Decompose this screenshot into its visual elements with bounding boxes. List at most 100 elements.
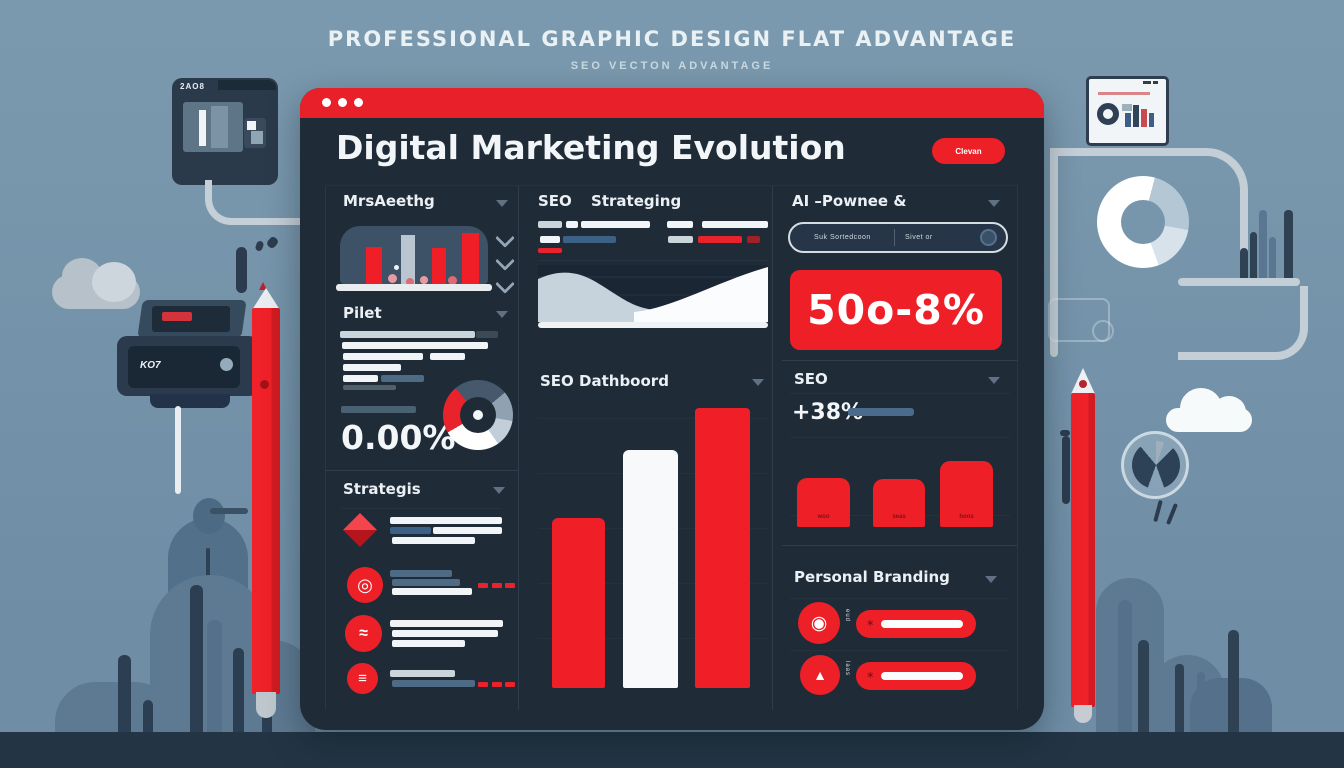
- speck-icon-2: [265, 235, 280, 250]
- pencil-right-body: [1071, 393, 1095, 707]
- skyline-bar: [118, 655, 131, 732]
- donut-center-dot: [473, 410, 483, 420]
- mini-donut-icon: [1097, 103, 1119, 125]
- skeleton-bar: [392, 640, 465, 647]
- strategy-item[interactable]: [388, 514, 513, 548]
- pencil-left-graphite: [259, 282, 267, 290]
- chevron-down-icon[interactable]: [985, 576, 997, 583]
- marketing-bar-red: [366, 247, 382, 284]
- mini-monitor-dash2: [1153, 81, 1158, 84]
- chevron-small-icon[interactable]: [495, 251, 515, 271]
- magnifier-handle: [1153, 499, 1163, 523]
- skeleton-bar: [342, 342, 488, 349]
- chevron-small-icon[interactable]: [495, 228, 515, 248]
- skeleton-bar: [433, 527, 502, 534]
- skeleton-bar: [390, 670, 455, 677]
- strategy-item[interactable]: [388, 616, 518, 650]
- branding-pill-button[interactable]: ∗: [856, 662, 976, 690]
- skeleton-bar: [476, 331, 498, 338]
- pencil-left-eraser: [256, 692, 276, 718]
- chevron-down-icon[interactable]: [493, 487, 505, 494]
- panel-header-seo-dashboard[interactable]: SEO Dathboord: [540, 372, 669, 390]
- panel-header-strategis[interactable]: Strategis: [343, 480, 421, 498]
- poster-title: PROFESSIONAL GRAPHIC DESIGN FLAT ADVANTA…: [327, 27, 1017, 51]
- skeleton-bar: [392, 588, 472, 595]
- marketing-chart-baseline: [336, 284, 492, 291]
- promo-stat-card: 50o-8%: [790, 270, 1002, 350]
- skeleton-bar: [540, 236, 560, 243]
- panel-header-pilet[interactable]: Pilet: [343, 304, 382, 322]
- mini-monitor-redline: [1098, 92, 1150, 95]
- skeleton-bar: [343, 353, 423, 360]
- mini-bar-dark: [1133, 105, 1139, 127]
- panel-header-marketing[interactable]: MrsAeethg: [343, 192, 435, 210]
- red-dash: [492, 583, 502, 588]
- strategy-item[interactable]: [388, 666, 518, 690]
- search-input[interactable]: Suk Sortedcoon Sivet or: [788, 222, 1008, 253]
- skeleton-bar: [566, 221, 578, 228]
- chevron-small-icon[interactable]: [495, 274, 515, 294]
- search-button-icon[interactable]: [980, 229, 997, 246]
- panel-header-seo[interactable]: SEO: [794, 370, 828, 388]
- skeleton-bar: [340, 331, 475, 338]
- skeleton-bar: [341, 406, 416, 413]
- seo-dashboard-bar-1: [552, 518, 605, 688]
- skyline-bar: [143, 700, 153, 732]
- panel-header-ai-powered[interactable]: AI –Pownee &: [792, 192, 907, 210]
- pill-glyph-icon: ∗: [866, 670, 875, 681]
- mini-browser-side-block: [247, 121, 256, 130]
- chevron-down-icon[interactable]: [496, 200, 508, 207]
- window-dot-icon[interactable]: [322, 98, 331, 107]
- red-dash: [505, 682, 515, 687]
- window-dot-icon[interactable]: [354, 98, 363, 107]
- mini-browser-column: [211, 106, 228, 148]
- branding-pill-button[interactable]: ∗: [856, 610, 976, 638]
- skeleton-bar: [390, 570, 452, 577]
- bar-label: woo: [817, 514, 830, 520]
- skyline-bar: [233, 648, 244, 732]
- chevron-down-icon[interactable]: [988, 377, 1000, 384]
- panel-header-seo-strateging[interactable]: SEO Strateging: [538, 192, 681, 210]
- red-dash: [492, 682, 502, 687]
- section-divider: [538, 260, 768, 261]
- frame-right-line: [1017, 185, 1018, 710]
- skeleton-bar: [392, 537, 475, 544]
- red-dash: [478, 583, 488, 588]
- strategy-diamond-icon: [343, 513, 377, 547]
- pipe-bottom-corner: [1178, 286, 1308, 360]
- skeleton-bar: [343, 375, 378, 382]
- pencil-clip-hook: [1060, 430, 1070, 436]
- cloud-right-lump2: [1212, 396, 1246, 428]
- skeleton-bar: [392, 579, 460, 586]
- strategy-item[interactable]: [388, 566, 518, 600]
- chevron-down-icon[interactable]: [496, 311, 508, 318]
- marketing-bar-red2: [432, 248, 446, 284]
- skyline-bar: [1175, 664, 1184, 732]
- bar-label: seas: [892, 514, 906, 520]
- pill-glyph-icon: ∗: [866, 618, 875, 629]
- skeleton-bar: [702, 221, 768, 228]
- mini-bar-red: [1141, 109, 1147, 127]
- mini-browser-tag: 2AO8: [180, 82, 205, 91]
- panel-header-personal-branding[interactable]: Personal Branding: [794, 568, 950, 586]
- seo-label: SEO: [538, 192, 572, 210]
- window-titlebar[interactable]: [300, 88, 1044, 118]
- window-dot-icon[interactable]: [338, 98, 347, 107]
- floor-strip: [0, 732, 1344, 768]
- skeleton-bar: [392, 680, 475, 687]
- window-action-button[interactable]: Clevan: [932, 138, 1005, 164]
- chevron-down-icon[interactable]: [988, 200, 1000, 207]
- pilet-big-value: 0.00%: [341, 418, 456, 457]
- skeleton-bar: [698, 236, 742, 243]
- scatter-dot-white: [394, 265, 399, 270]
- mini-monitor-dash: [1143, 81, 1151, 84]
- faint-projector-icon: [1048, 298, 1110, 342]
- mini-browser-bar: [199, 110, 206, 146]
- red-dash: [505, 583, 515, 588]
- camera-record-light: [162, 312, 192, 321]
- pipe-baseline: [1178, 278, 1300, 286]
- mini-browser-tabbar: [218, 80, 276, 90]
- chevron-down-icon[interactable]: [752, 379, 764, 386]
- mini-monitor: [1086, 76, 1169, 146]
